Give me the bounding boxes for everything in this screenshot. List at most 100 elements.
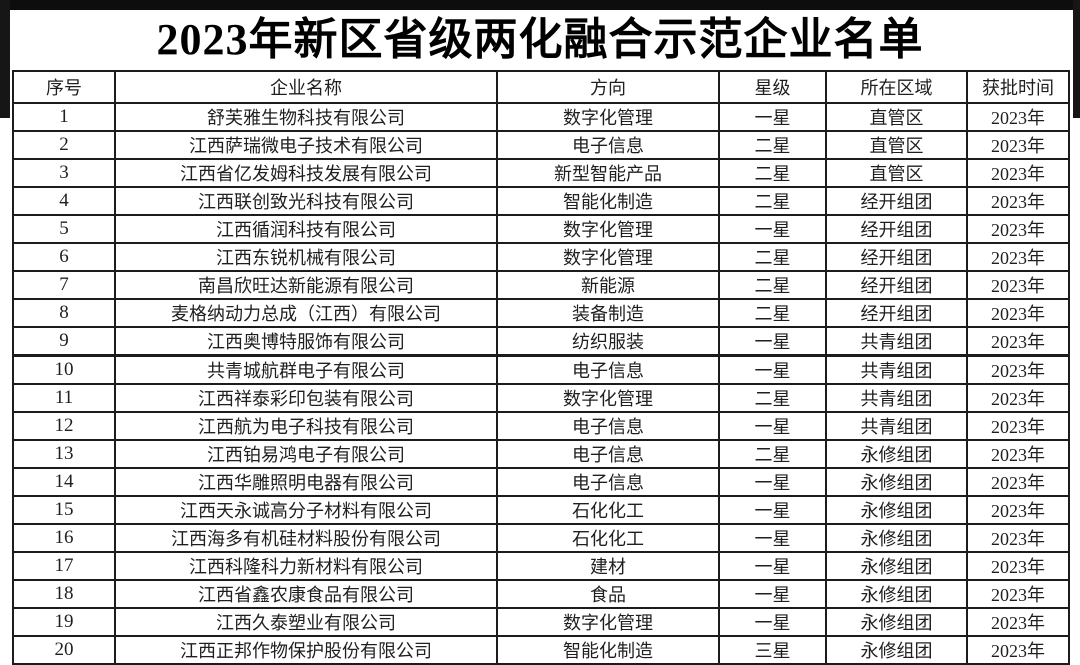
enterprise-table: 序号 企业名称 方向 星级 所在区域 获批时间 1 舒芙雅生物科技有限公司 数字化管理 一星 直管…: [12, 70, 1070, 665]
cell-company-name: 江西华雕照明电器有限公司: [114, 467, 498, 497]
table-row: 1 舒芙雅生物科技有限公司 数字化管理 一星 直管区 2023年: [12, 102, 1070, 132]
cell-no: 6: [12, 242, 116, 272]
cell-region: 永修组团: [825, 439, 968, 469]
cell-direction: 新能源: [496, 270, 720, 300]
cell-no: 13: [12, 439, 116, 469]
cell-direction: 食品: [496, 579, 720, 609]
cell-company-name: 共青城航群电子有限公司: [114, 354, 498, 385]
cell-direction: 石化化工: [496, 523, 720, 553]
cell-no: 20: [12, 635, 116, 665]
cell-company-name: 江西省亿发姆科技发展有限公司: [114, 158, 498, 188]
cell-direction: 电子信息: [496, 467, 720, 497]
table-row: 10 共青城航群电子有限公司 电子信息 一星 共青组团 2023年: [12, 354, 1070, 385]
cell-star-level: 一星: [718, 354, 827, 385]
cell-direction: 装备制造: [496, 298, 720, 328]
cell-region: 永修组团: [825, 579, 968, 609]
cell-company-name: 江西航为电子科技有限公司: [114, 411, 498, 441]
cell-company-name: 江西省鑫农康食品有限公司: [114, 579, 498, 609]
cell-company-name: 江西联创致光科技有限公司: [114, 186, 498, 216]
cell-company-name: 江西奥博特服饰有限公司: [114, 326, 498, 357]
cell-region: 直管区: [825, 102, 968, 132]
cell-direction: 数字化管理: [496, 242, 720, 272]
cell-region: 共青组团: [825, 354, 968, 385]
column-header-direction: 方向: [496, 70, 720, 104]
cell-direction: 数字化管理: [496, 102, 720, 132]
cell-approval-time: 2023年: [966, 439, 1070, 469]
cell-star-level: 三星: [718, 635, 827, 665]
cell-region: 直管区: [825, 130, 968, 160]
cell-direction: 智能化制造: [496, 186, 720, 216]
cell-no: 2: [12, 130, 116, 160]
cell-no: 18: [12, 579, 116, 609]
table-row: 14 江西华雕照明电器有限公司 电子信息 一星 永修组团 2023年: [12, 467, 1070, 497]
column-header-company-name: 企业名称: [114, 70, 498, 104]
table-row: 8 麦格纳动力总成（江西）有限公司 装备制造 二星 经开组团 2023年: [12, 298, 1070, 328]
table-body: 1 舒芙雅生物科技有限公司 数字化管理 一星 直管区 2023年 2 江西萨瑞微电子技术有限公…: [12, 102, 1070, 665]
cell-company-name: 江西科隆科力新材料有限公司: [114, 551, 498, 581]
cell-direction: 电子信息: [496, 130, 720, 160]
cell-region: 永修组团: [825, 495, 968, 525]
cell-approval-time: 2023年: [966, 579, 1070, 609]
column-header-no: 序号: [12, 70, 116, 104]
cell-region: 经开组团: [825, 270, 968, 300]
cell-star-level: 一星: [718, 579, 827, 609]
scan-edge-top: [0, 0, 1080, 10]
table-row: 17 江西科隆科力新材料有限公司 建材 一星 永修组团 2023年: [12, 551, 1070, 581]
cell-direction: 电子信息: [496, 354, 720, 385]
cell-direction: 电子信息: [496, 439, 720, 469]
cell-approval-time: 2023年: [966, 551, 1070, 581]
cell-approval-time: 2023年: [966, 242, 1070, 272]
cell-company-name: 江西萨瑞微电子技术有限公司: [114, 130, 498, 160]
cell-approval-time: 2023年: [966, 130, 1070, 160]
table-row: 18 江西省鑫农康食品有限公司 食品 一星 永修组团 2023年: [12, 579, 1070, 609]
cell-region: 共青组团: [825, 326, 968, 357]
cell-star-level: 一星: [718, 102, 827, 132]
cell-no: 17: [12, 551, 116, 581]
cell-company-name: 江西祥泰彩印包装有限公司: [114, 383, 498, 413]
cell-star-level: 二星: [718, 158, 827, 188]
cell-direction: 新型智能产品: [496, 158, 720, 188]
cell-direction: 石化化工: [496, 495, 720, 525]
table-row: 20 江西正邦作物保护股份有限公司 智能化制造 三星 永修组团 2023年: [12, 635, 1070, 665]
cell-company-name: 江西循润科技有限公司: [114, 214, 498, 244]
cell-region: 永修组团: [825, 635, 968, 665]
table-row: 7 南昌欣旺达新能源有限公司 新能源 二星 经开组团 2023年: [12, 270, 1070, 300]
column-header-region: 所在区域: [825, 70, 968, 104]
cell-direction: 数字化管理: [496, 383, 720, 413]
cell-star-level: 一星: [718, 411, 827, 441]
table-row: 12 江西航为电子科技有限公司 电子信息 一星 共青组团 2023年: [12, 411, 1070, 441]
cell-direction: 纺织服装: [496, 326, 720, 357]
cell-no: 15: [12, 495, 116, 525]
cell-approval-time: 2023年: [966, 158, 1070, 188]
cell-star-level: 一星: [718, 326, 827, 357]
cell-approval-time: 2023年: [966, 102, 1070, 132]
scan-edge-right: [1073, 0, 1080, 118]
table-row: 9 江西奥博特服饰有限公司 纺织服装 一星 共青组团 2023年: [12, 326, 1070, 357]
cell-approval-time: 2023年: [966, 383, 1070, 413]
cell-star-level: 二星: [718, 186, 827, 216]
cell-star-level: 二星: [718, 298, 827, 328]
page-title: 2023年新区省级两化融合示范企业名单: [156, 15, 924, 64]
cell-direction: 电子信息: [496, 411, 720, 441]
cell-approval-time: 2023年: [966, 495, 1070, 525]
cell-no: 8: [12, 298, 116, 328]
cell-region: 永修组团: [825, 607, 968, 637]
cell-no: 16: [12, 523, 116, 553]
scan-edge-left: [0, 0, 10, 118]
cell-no: 3: [12, 158, 116, 188]
cell-no: 10: [12, 354, 116, 385]
cell-no: 1: [12, 102, 116, 132]
cell-region: 永修组团: [825, 523, 968, 553]
cell-approval-time: 2023年: [966, 635, 1070, 665]
table-row: 5 江西循润科技有限公司 数字化管理 一星 经开组团 2023年: [12, 214, 1070, 244]
cell-company-name: 江西海多有机硅材料股份有限公司: [114, 523, 498, 553]
cell-region: 经开组团: [825, 298, 968, 328]
cell-no: 19: [12, 607, 116, 637]
table-row: 6 江西东锐机械有限公司 数字化管理 二星 经开组团 2023年: [12, 242, 1070, 272]
cell-no: 11: [12, 383, 116, 413]
table-row: 11 江西祥泰彩印包装有限公司 数字化管理 二星 共青组团 2023年: [12, 383, 1070, 413]
cell-approval-time: 2023年: [966, 298, 1070, 328]
cell-approval-time: 2023年: [966, 186, 1070, 216]
column-header-star-level: 星级: [718, 70, 827, 104]
cell-star-level: 一星: [718, 551, 827, 581]
